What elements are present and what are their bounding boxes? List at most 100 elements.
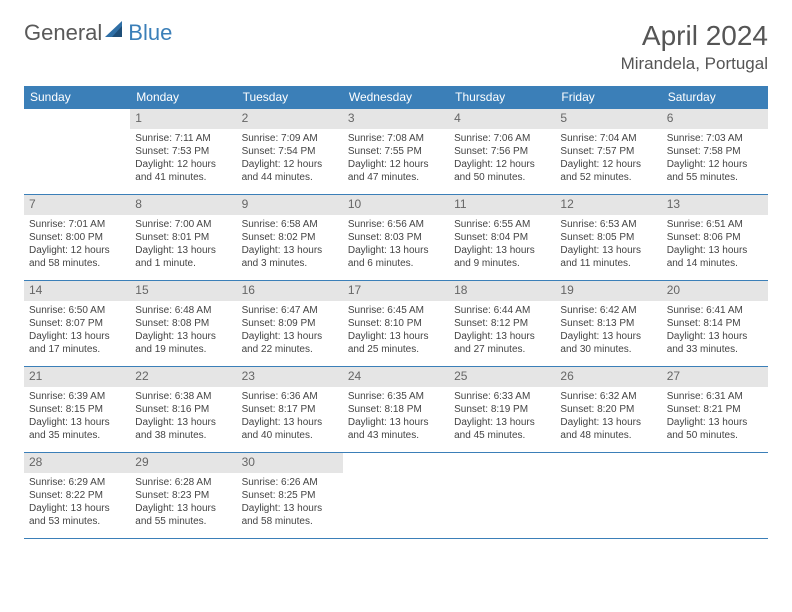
calendar-cell: 6Sunrise: 7:03 AMSunset: 7:58 PMDaylight… [662,109,768,195]
day-number: 3 [343,109,449,129]
day-body: Sunrise: 7:06 AMSunset: 7:56 PMDaylight:… [449,129,555,188]
daylight-line2: and 17 minutes. [29,343,125,356]
day-body: Sunrise: 6:53 AMSunset: 8:05 PMDaylight:… [555,215,661,274]
calendar-cell: 8Sunrise: 7:00 AMSunset: 8:01 PMDaylight… [130,195,236,281]
calendar-cell: 5Sunrise: 7:04 AMSunset: 7:57 PMDaylight… [555,109,661,195]
sunrise-text: Sunrise: 6:36 AM [242,390,338,403]
calendar-cell: 28Sunrise: 6:29 AMSunset: 8:22 PMDayligh… [24,453,130,539]
daylight-line2: and 11 minutes. [560,257,656,270]
dayname-fri: Friday [555,86,661,109]
day-body: Sunrise: 6:45 AMSunset: 8:10 PMDaylight:… [343,301,449,360]
sunrise-text: Sunrise: 6:31 AM [667,390,763,403]
day-number: 21 [24,367,130,387]
sunrise-text: Sunrise: 7:04 AM [560,132,656,145]
daylight-line2: and 22 minutes. [242,343,338,356]
calendar-cell: 12Sunrise: 6:53 AMSunset: 8:05 PMDayligh… [555,195,661,281]
sunrise-text: Sunrise: 6:39 AM [29,390,125,403]
sunrise-text: Sunrise: 6:32 AM [560,390,656,403]
daylight-line1: Daylight: 13 hours [348,330,444,343]
daylight-line2: and 55 minutes. [667,171,763,184]
day-number: 8 [130,195,236,215]
calendar-cell: 25Sunrise: 6:33 AMSunset: 8:19 PMDayligh… [449,367,555,453]
calendar-cell: 11Sunrise: 6:55 AMSunset: 8:04 PMDayligh… [449,195,555,281]
sunset-text: Sunset: 8:15 PM [29,403,125,416]
day-number: 1 [130,109,236,129]
dayname-mon: Monday [130,86,236,109]
sunrise-text: Sunrise: 6:45 AM [348,304,444,317]
daylight-line1: Daylight: 13 hours [454,244,550,257]
daylight-line1: Daylight: 13 hours [135,416,231,429]
daylight-line1: Daylight: 12 hours [667,158,763,171]
sunset-text: Sunset: 7:57 PM [560,145,656,158]
calendar-cell: 27Sunrise: 6:31 AMSunset: 8:21 PMDayligh… [662,367,768,453]
daylight-line1: Daylight: 13 hours [29,502,125,515]
day-body: Sunrise: 6:38 AMSunset: 8:16 PMDaylight:… [130,387,236,446]
sunrise-text: Sunrise: 6:38 AM [135,390,231,403]
location: Mirandela, Portugal [621,54,768,74]
daylight-line2: and 41 minutes. [135,171,231,184]
sunset-text: Sunset: 8:19 PM [454,403,550,416]
sunrise-text: Sunrise: 7:01 AM [29,218,125,231]
day-body: Sunrise: 7:08 AMSunset: 7:55 PMDaylight:… [343,129,449,188]
calendar-cell [449,453,555,539]
dayname-sat: Saturday [662,86,768,109]
sunrise-text: Sunrise: 6:42 AM [560,304,656,317]
sunset-text: Sunset: 8:17 PM [242,403,338,416]
daylight-line1: Daylight: 13 hours [348,416,444,429]
calendar-cell: 14Sunrise: 6:50 AMSunset: 8:07 PMDayligh… [24,281,130,367]
day-number: 28 [24,453,130,473]
sunrise-text: Sunrise: 7:11 AM [135,132,231,145]
calendar-cell: 26Sunrise: 6:32 AMSunset: 8:20 PMDayligh… [555,367,661,453]
logo: General Blue [24,20,172,46]
daylight-line1: Daylight: 12 hours [242,158,338,171]
dayname-sun: Sunday [24,86,130,109]
sunrise-text: Sunrise: 7:00 AM [135,218,231,231]
daylight-line2: and 27 minutes. [454,343,550,356]
day-number: 27 [662,367,768,387]
day-number: 12 [555,195,661,215]
calendar-cell: 17Sunrise: 6:45 AMSunset: 8:10 PMDayligh… [343,281,449,367]
daylight-line2: and 40 minutes. [242,429,338,442]
daylight-line2: and 14 minutes. [667,257,763,270]
daylight-line2: and 25 minutes. [348,343,444,356]
daylight-line2: and 38 minutes. [135,429,231,442]
sunrise-text: Sunrise: 7:08 AM [348,132,444,145]
day-body: Sunrise: 6:44 AMSunset: 8:12 PMDaylight:… [449,301,555,360]
calendar-cell: 24Sunrise: 6:35 AMSunset: 8:18 PMDayligh… [343,367,449,453]
sunset-text: Sunset: 7:53 PM [135,145,231,158]
sunset-text: Sunset: 8:23 PM [135,489,231,502]
month-title: April 2024 [621,20,768,52]
calendar-cell [555,453,661,539]
sunset-text: Sunset: 8:09 PM [242,317,338,330]
sunset-text: Sunset: 8:20 PM [560,403,656,416]
day-body: Sunrise: 6:31 AMSunset: 8:21 PMDaylight:… [662,387,768,446]
day-body: Sunrise: 6:48 AMSunset: 8:08 PMDaylight:… [130,301,236,360]
calendar-cell: 7Sunrise: 7:01 AMSunset: 8:00 PMDaylight… [24,195,130,281]
title-area: April 2024 Mirandela, Portugal [621,20,768,74]
daylight-line1: Daylight: 12 hours [454,158,550,171]
daylight-line1: Daylight: 12 hours [560,158,656,171]
daylight-line2: and 1 minute. [135,257,231,270]
daylight-line1: Daylight: 12 hours [29,244,125,257]
sunset-text: Sunset: 8:10 PM [348,317,444,330]
daylight-line1: Daylight: 13 hours [135,330,231,343]
day-number: 7 [24,195,130,215]
sunset-text: Sunset: 7:56 PM [454,145,550,158]
sunrise-text: Sunrise: 7:03 AM [667,132,763,145]
daylight-line1: Daylight: 13 hours [454,330,550,343]
day-number: 4 [449,109,555,129]
daylight-line2: and 44 minutes. [242,171,338,184]
daylight-line1: Daylight: 13 hours [29,416,125,429]
sunset-text: Sunset: 8:12 PM [454,317,550,330]
sunrise-text: Sunrise: 6:47 AM [242,304,338,317]
sunrise-text: Sunrise: 6:26 AM [242,476,338,489]
calendar-cell: 18Sunrise: 6:44 AMSunset: 8:12 PMDayligh… [449,281,555,367]
daylight-line1: Daylight: 13 hours [242,330,338,343]
daylight-line1: Daylight: 13 hours [560,244,656,257]
calendar-cell [343,453,449,539]
calendar-cell: 16Sunrise: 6:47 AMSunset: 8:09 PMDayligh… [237,281,343,367]
day-body: Sunrise: 6:28 AMSunset: 8:23 PMDaylight:… [130,473,236,532]
day-number: 18 [449,281,555,301]
calendar-table: Sunday Monday Tuesday Wednesday Thursday… [24,86,768,539]
daylight-line1: Daylight: 13 hours [242,416,338,429]
